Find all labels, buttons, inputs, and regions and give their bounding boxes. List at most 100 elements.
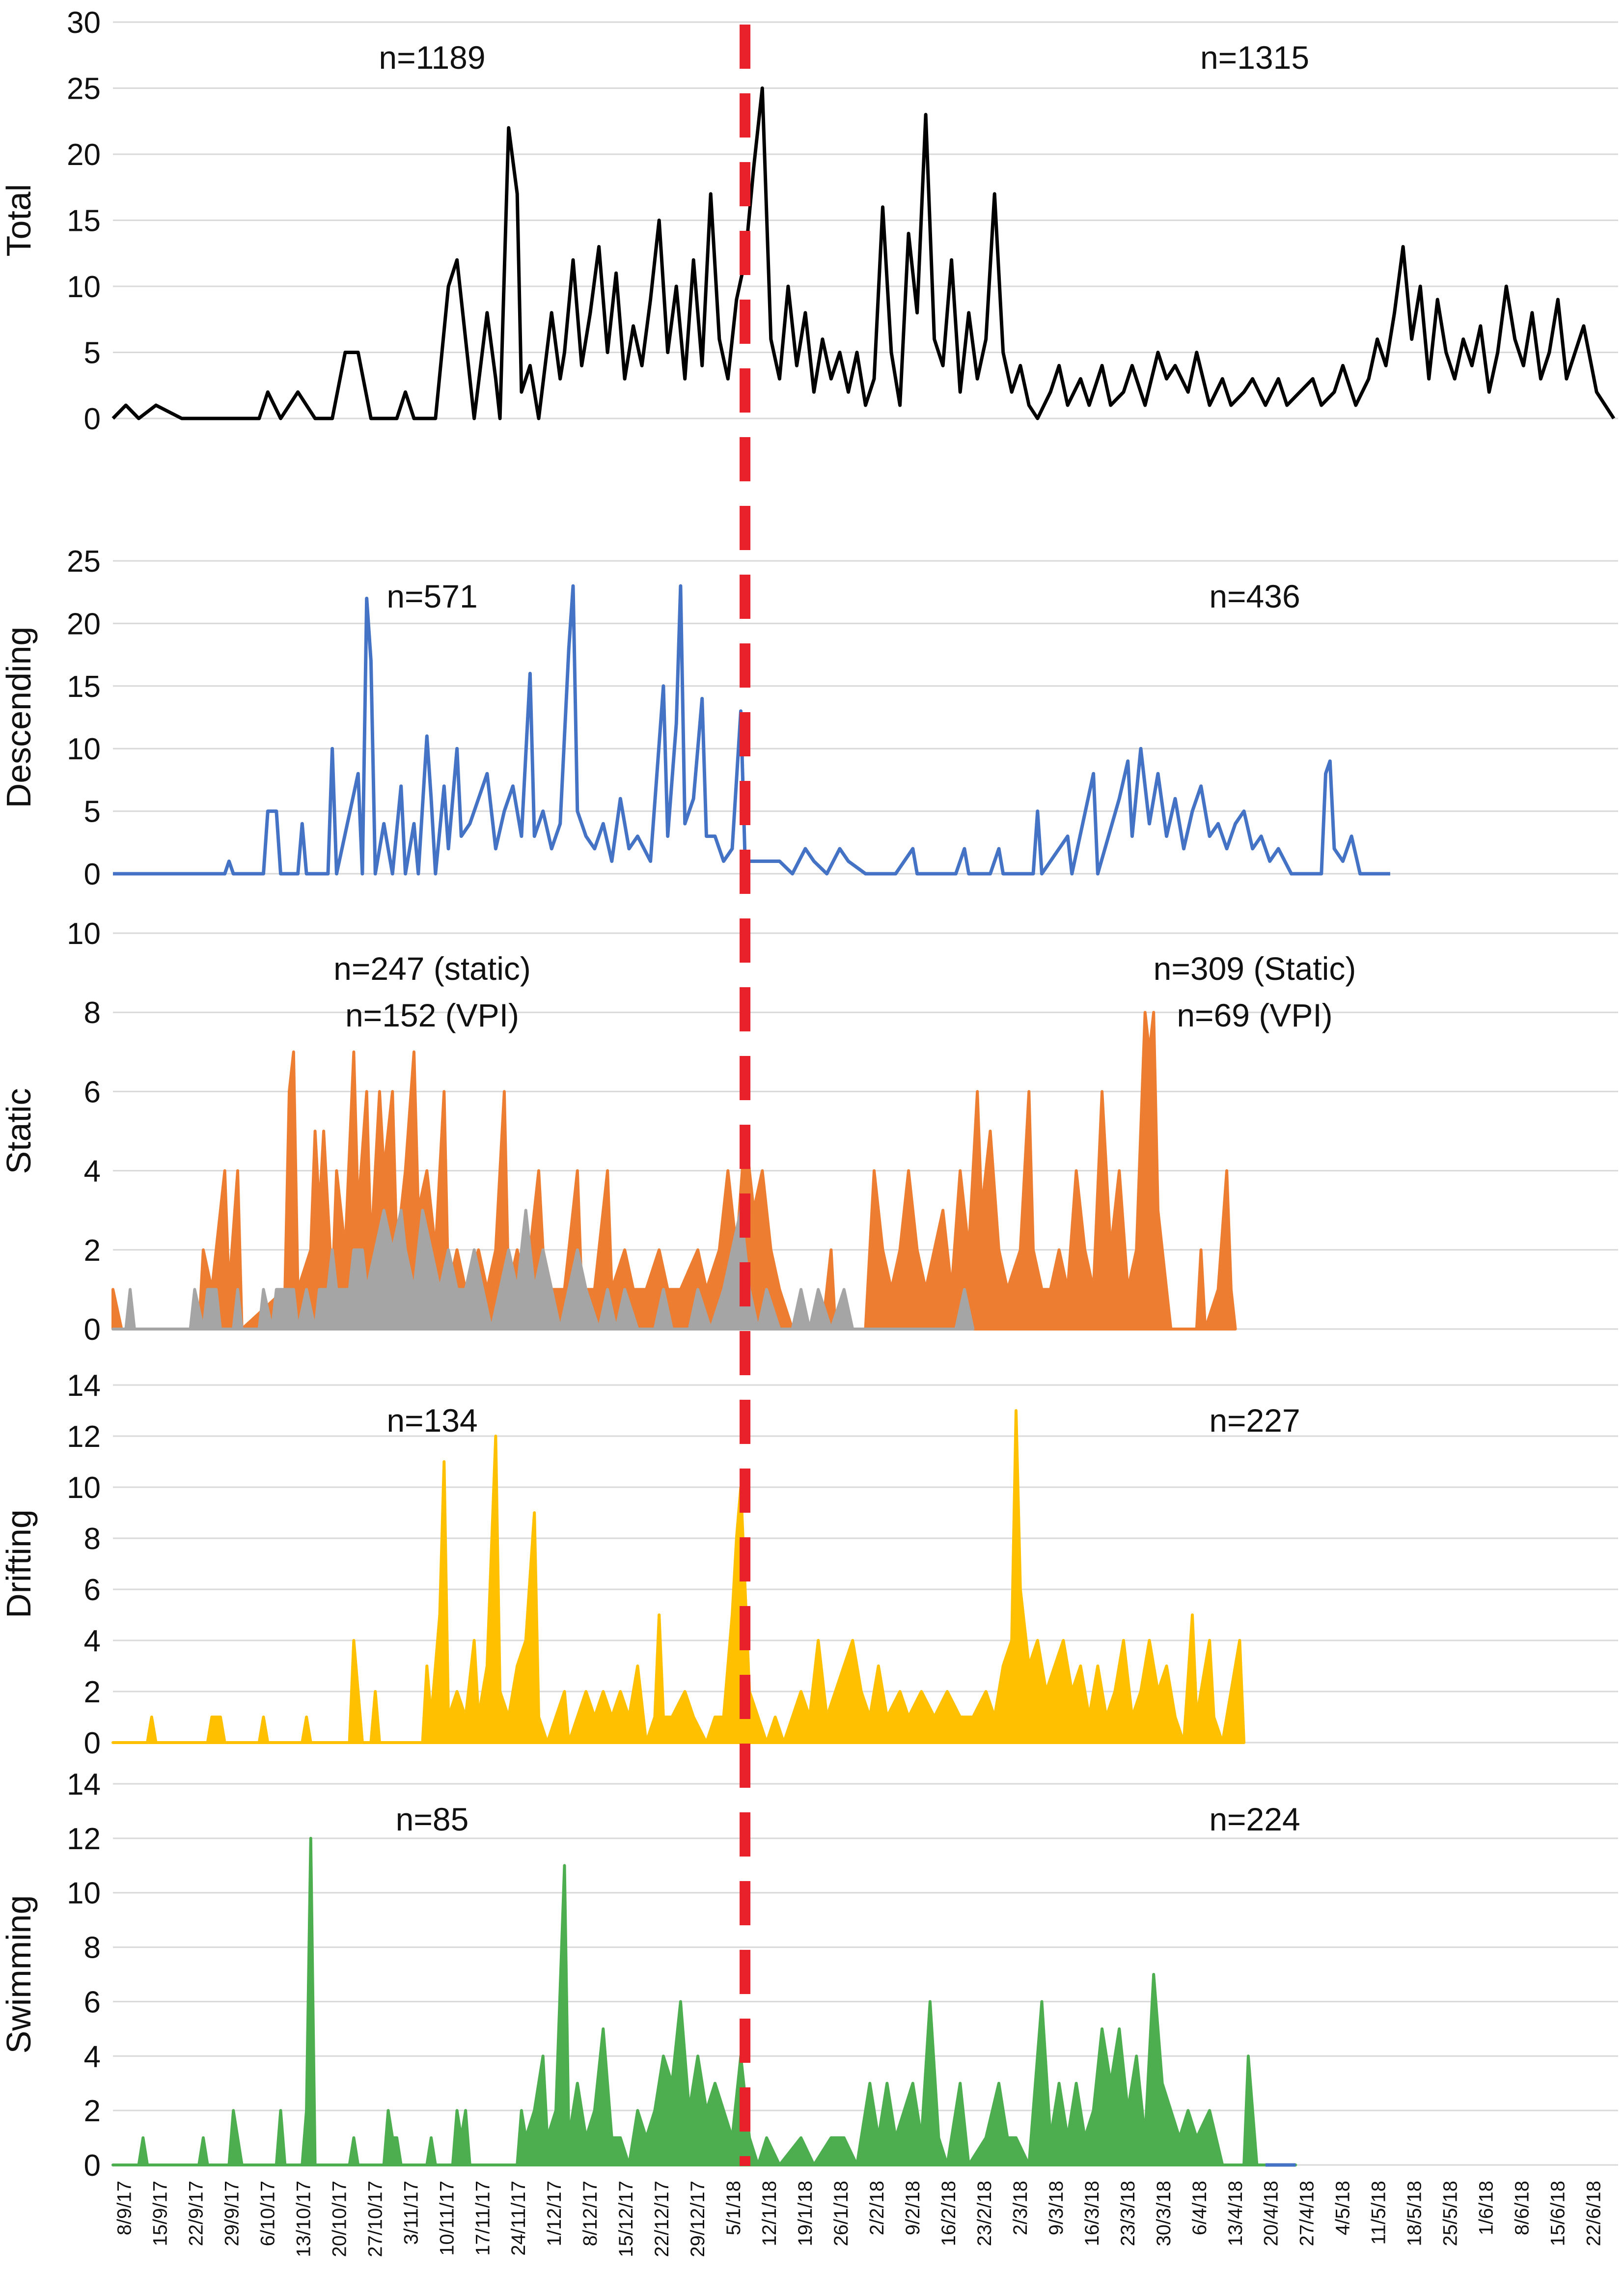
x-tick-label-18: 12/1/18 xyxy=(759,2181,780,2246)
y-tick-label-2-6: 6 xyxy=(84,1075,101,1109)
y-tick-label-4-12: 12 xyxy=(67,1822,101,1856)
y-tick-label-1-10: 10 xyxy=(67,732,101,766)
series-area-2-1 xyxy=(111,1209,975,1331)
y-tick-label-3-4: 4 xyxy=(84,1624,101,1658)
x-tick-label-17: 5/1/18 xyxy=(723,2181,744,2235)
x-tick-label-24: 23/2/18 xyxy=(974,2181,995,2246)
x-tick-label-19: 19/1/18 xyxy=(795,2181,816,2246)
x-tick-label-1: 15/9/17 xyxy=(150,2181,171,2246)
y-tick-label-3-0: 0 xyxy=(84,1726,101,1760)
y-tick-label-2-4: 4 xyxy=(84,1155,101,1189)
y-tick-label-1-0: 0 xyxy=(84,858,101,891)
y-tick-label-2-10: 10 xyxy=(67,917,101,951)
y-tick-label-3-12: 12 xyxy=(67,1420,101,1454)
y-tick-label-3-6: 6 xyxy=(84,1573,101,1607)
x-tick-label-41: 22/6/18 xyxy=(1583,2181,1605,2246)
x-tick-label-13: 8/12/17 xyxy=(579,2181,601,2246)
x-tick-label-25: 2/3/18 xyxy=(1010,2181,1031,2235)
x-tick-label-34: 4/5/18 xyxy=(1332,2181,1354,2235)
x-tick-label-6: 20/10/17 xyxy=(329,2181,350,2257)
y-tick-label-0-30: 30 xyxy=(67,6,101,40)
y-tick-label-4-2: 2 xyxy=(84,2094,101,2128)
x-tick-label-4: 6/10/17 xyxy=(257,2181,278,2246)
x-tick-label-8: 3/11/17 xyxy=(400,2181,422,2245)
y-tick-label-4-14: 14 xyxy=(67,1768,101,1802)
x-tick-label-23: 16/2/18 xyxy=(938,2181,960,2246)
y-tick-label-0-25: 25 xyxy=(67,72,101,106)
x-tick-label-20: 26/1/18 xyxy=(830,2181,852,2246)
y-axis-label-0: Total xyxy=(0,184,38,257)
y-tick-label-2-2: 2 xyxy=(84,1234,101,1268)
y-tick-label-3-2: 2 xyxy=(84,1675,101,1709)
annotation-after-3-0: n=227 xyxy=(1209,1402,1300,1439)
y-axis-label-3: Drifting xyxy=(0,1509,38,1618)
annotation-before-3-0: n=134 xyxy=(386,1402,477,1439)
x-tick-label-31: 13/4/18 xyxy=(1225,2181,1246,2246)
y-tick-label-0-15: 15 xyxy=(67,204,101,238)
y-tick-label-0-10: 10 xyxy=(67,270,101,304)
x-tick-label-10: 17/11/17 xyxy=(472,2181,494,2256)
y-tick-label-4-10: 10 xyxy=(67,1877,101,1911)
x-tick-label-27: 16/3/18 xyxy=(1081,2181,1103,2246)
x-tick-label-22: 9/2/18 xyxy=(902,2181,924,2235)
x-tick-label-15: 22/12/17 xyxy=(651,2181,673,2257)
x-tick-label-12: 1/12/17 xyxy=(544,2181,565,2246)
x-tick-label-26: 9/3/18 xyxy=(1046,2181,1067,2235)
x-tick-label-38: 1/6/18 xyxy=(1476,2181,1497,2235)
x-tick-label-9: 10/11/17 xyxy=(436,2181,458,2256)
x-tick-label-5: 13/10/17 xyxy=(293,2181,314,2257)
annotation-after-0-0: n=1315 xyxy=(1200,39,1309,76)
y-axis-label-1: Descending xyxy=(0,627,38,808)
y-tick-label-4-4: 4 xyxy=(84,2040,101,2074)
series-area-4-0 xyxy=(111,1836,1297,2166)
x-tick-label-0: 8/9/17 xyxy=(114,2181,136,2235)
x-tick-label-37: 25/5/18 xyxy=(1440,2181,1461,2246)
x-tick-label-16: 29/12/17 xyxy=(687,2181,709,2257)
x-tick-label-2: 22/9/17 xyxy=(185,2181,207,2246)
x-tick-label-30: 6/4/18 xyxy=(1189,2181,1211,2235)
y-tick-label-3-10: 10 xyxy=(67,1471,101,1505)
y-tick-label-4-8: 8 xyxy=(84,1931,101,1965)
y-tick-label-4-0: 0 xyxy=(84,2149,101,2183)
x-tick-label-11: 24/11/17 xyxy=(508,2181,529,2256)
y-tick-label-0-0: 0 xyxy=(84,402,101,436)
annotation-before-2-1: n=152 (VPI) xyxy=(345,997,519,1033)
x-tick-label-7: 27/10/17 xyxy=(364,2181,386,2257)
x-tick-label-39: 8/6/18 xyxy=(1512,2181,1533,2235)
x-tick-label-35: 11/5/18 xyxy=(1368,2181,1390,2245)
series-line-1-0 xyxy=(113,584,1390,876)
y-tick-label-1-15: 15 xyxy=(67,670,101,704)
y-axis-label-2: Static xyxy=(0,1088,38,1174)
x-tick-label-29: 30/3/18 xyxy=(1153,2181,1175,2246)
series-area-3-0 xyxy=(111,1409,1246,1744)
y-tick-label-1-25: 25 xyxy=(67,545,101,579)
annotation-after-2-0: n=309 (Static) xyxy=(1154,950,1356,987)
y-tick-label-1-5: 5 xyxy=(84,795,101,829)
x-tick-label-36: 18/5/18 xyxy=(1404,2181,1426,2246)
y-axis-label-4: Swimming xyxy=(0,1895,38,2054)
x-tick-label-32: 20/4/18 xyxy=(1261,2181,1282,2246)
y-tick-label-2-0: 0 xyxy=(84,1313,101,1347)
y-tick-label-3-14: 14 xyxy=(67,1369,101,1403)
x-tick-label-14: 15/12/17 xyxy=(615,2181,637,2257)
y-tick-label-0-5: 5 xyxy=(84,336,101,370)
annotation-after-4-0: n=224 xyxy=(1209,1801,1300,1837)
y-tick-label-2-8: 8 xyxy=(84,996,101,1030)
x-tick-label-3: 29/9/17 xyxy=(221,2181,243,2246)
x-tick-label-33: 27/4/18 xyxy=(1296,2181,1318,2246)
y-tick-label-0-20: 20 xyxy=(67,138,101,172)
annotation-after-2-1: n=69 (VPI) xyxy=(1177,997,1332,1033)
annotation-before-1-0: n=571 xyxy=(386,578,477,614)
annotation-before-0-0: n=1189 xyxy=(379,39,485,76)
series-line-0-0 xyxy=(111,86,1616,420)
annotation-after-1-0: n=436 xyxy=(1209,578,1300,614)
x-tick-label-28: 23/3/18 xyxy=(1117,2181,1139,2246)
annotation-before-4-0: n=85 xyxy=(396,1801,469,1837)
x-tick-label-40: 15/6/18 xyxy=(1547,2181,1569,2246)
y-tick-label-3-8: 8 xyxy=(84,1522,101,1556)
x-tick-label-21: 2/2/18 xyxy=(866,2181,888,2235)
y-tick-label-4-6: 6 xyxy=(84,1985,101,2019)
annotation-before-2-0: n=247 (static) xyxy=(333,950,531,987)
y-tick-label-1-20: 20 xyxy=(67,607,101,641)
